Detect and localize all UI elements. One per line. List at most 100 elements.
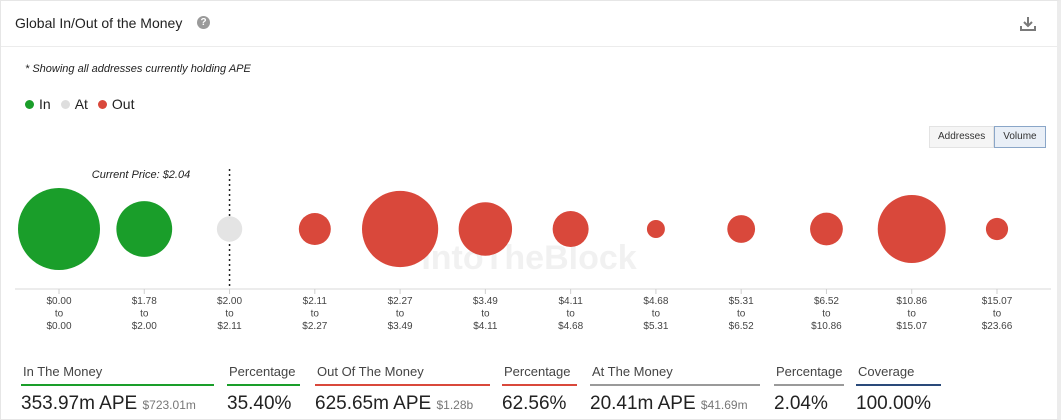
legend-at-dot-icon [60,99,70,109]
legend: In At Out [25,96,145,112]
x-tick-label-end: $2.11 [217,321,242,332]
x-tick-label-to: to [908,309,917,320]
x-tick-label-from: $1.78 [132,296,157,307]
stat-column: In The Money 353.97m APE $723.01m [21,361,214,415]
stat-value: 625.65m APE $1.28b [315,386,490,415]
stat-label: Out Of The Money [317,364,424,379]
card-title: Global In/Out of the Money [15,15,183,31]
volume-toggle-button[interactable]: Volume [994,126,1046,148]
x-tick-label-to: to [55,309,64,320]
stat-value-text: 100.00% [856,393,932,414]
legend-in-dot-icon [25,99,34,109]
holders-note: * Showing all addresses currently holdin… [25,63,251,75]
bubble-out-8[interactable] [727,215,756,243]
x-tick-label-end: $4.68 [558,321,583,332]
stat-label: Percentage [776,364,843,379]
stat-value: 62.56% [502,386,577,415]
x-tick-label-from: $15.07 [982,296,1013,307]
stat-label: Coverage [858,364,915,379]
x-tick-label-end: $2.00 [132,321,157,332]
x-tick-label-from: $10.86 [896,296,927,307]
stat-value-text: 62.56% [502,393,567,414]
x-tick-label-to: to [311,309,320,320]
legend-item-out[interactable]: Out [97,96,135,112]
bubble-out-6[interactable] [552,211,589,247]
stat-value: 35.40% [227,386,300,415]
bubble-in-0[interactable] [18,188,100,270]
card-header: Global In/Out of the Money ? [1,1,1058,47]
x-tick-label-to: to [822,309,831,320]
bubble-out-10[interactable] [877,195,946,263]
x-tick-label-end: $0.00 [46,321,71,332]
x-tick-label-end: $23.66 [982,321,1013,332]
bubble-out-5[interactable] [458,202,513,256]
summary-stats: In The Money 353.97m APE $723.01m Percenta… [1,361,1058,420]
x-tick-label-end: $5.31 [643,321,668,332]
x-tick-label-from: $6.52 [814,296,839,307]
stat-column: Percentage 35.40% [227,361,300,415]
stat-label: Percentage [229,364,296,379]
addresses-toggle-button[interactable]: Addresses [929,126,995,148]
x-tick-label-from: $4.11 [558,296,583,307]
stat-underline [21,384,214,386]
x-tick-label-end: $6.52 [729,321,754,332]
x-tick-label-to: to [566,309,575,320]
stat-column: Percentage 62.56% [502,361,577,415]
x-tick-label-to: to [225,309,234,320]
legend-out-label: Out [111,96,135,112]
x-tick-label-to: to [993,309,1002,320]
stat-column: Coverage 100.00% [856,361,941,415]
stat-value: 100.00% [856,386,941,415]
stat-value-text: 2.04% [774,393,828,414]
stat-underline [590,384,760,386]
stat-value-text: 625.65m APE [315,393,432,414]
metric-toggle: Addresses Volume [929,126,1046,148]
x-tick-label-to: to [481,309,490,320]
iom-bubble-chart: IntoTheBlock Current Price: $2.04 $0.00t… [15,169,1051,332]
bubble-in-1[interactable] [116,201,173,257]
help-icon[interactable]: ? [197,16,210,29]
x-tick-label-from: $3.49 [473,296,498,307]
x-tick-label-to: to [737,309,746,320]
stat-underline [227,384,300,386]
bubble-out-4[interactable] [361,190,439,268]
stat-value-text: 20.41m APE [590,393,696,414]
x-tick-label-to: to [396,309,405,320]
stat-usd-value: $1.28b [436,398,474,412]
x-tick-label-from: $2.11 [303,296,328,307]
current-price-label: Current Price: $2.04 [92,169,190,181]
bubble-out-11[interactable] [985,217,1009,241]
bubble-out-9[interactable] [810,212,843,246]
bubble-out-7[interactable] [646,220,665,238]
x-tick-label-to: to [652,309,661,320]
x-tick-label-from: $0.00 [46,296,71,307]
download-icon[interactable] [1019,15,1037,33]
watermark: IntoTheBlock [421,239,636,277]
stat-value: 353.97m APE $723.01m [21,386,214,415]
x-tick-label-to: to [140,309,149,320]
stat-column: At The Money 20.41m APE $41.69m [590,361,760,415]
stat-value: 2.04% [774,386,844,415]
stat-value-text: 35.40% [227,393,292,414]
x-tick-label-from: $2.27 [388,296,413,307]
legend-at-label: At [74,96,88,112]
legend-item-in[interactable]: In [25,96,51,112]
stat-usd-value: $41.69m [700,398,748,412]
stat-value: 20.41m APE $41.69m [590,386,760,415]
x-tick-label-from: $5.31 [729,296,754,307]
stat-label: In The Money [23,364,103,379]
legend-item-at[interactable]: At [60,96,88,112]
stat-value-text: 353.97m APE [21,393,138,414]
x-tick-label-end: $4.11 [473,321,498,332]
stat-column: Percentage 2.04% [774,361,844,415]
bubble-at-2[interactable] [216,216,243,242]
x-tick-label-end: $3.49 [388,321,413,332]
x-tick-label-end: $2.27 [302,321,327,332]
bubble-out-3[interactable] [298,213,331,245]
stat-usd-value: $723.01m [142,398,196,412]
stat-underline [774,384,844,386]
stat-underline [502,384,577,386]
stat-column: Out Of The Money 625.65m APE $1.28b [315,361,490,415]
x-tick-label-from: $4.68 [643,296,668,307]
